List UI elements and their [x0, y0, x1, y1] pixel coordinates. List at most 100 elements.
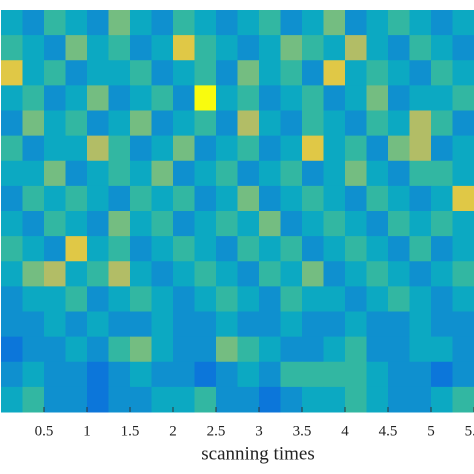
heatmap-cell: [302, 60, 324, 86]
heatmap-cell: [409, 386, 432, 413]
heatmap-cell: [302, 110, 324, 137]
heatmap-cell: [237, 336, 260, 363]
heatmap-cell: [452, 361, 474, 388]
heatmap-cell: [65, 211, 88, 237]
heatmap-cell: [237, 110, 260, 137]
heatmap-cell: [302, 336, 324, 363]
heatmap-cell: [22, 135, 45, 162]
heatmap-cell: [237, 135, 260, 162]
heatmap-cell: [345, 10, 367, 36]
heatmap-cell: [130, 336, 152, 363]
heatmap-cell: [452, 286, 474, 312]
heatmap-cell: [87, 60, 109, 86]
heatmap-cell: [194, 336, 217, 363]
heatmap-cell: [431, 361, 453, 388]
heatmap-cell: [65, 35, 88, 61]
heatmap-cell: [323, 211, 346, 237]
heatmap-cell: [44, 35, 66, 61]
heatmap-cell: [366, 261, 389, 287]
heatmap-cell: [194, 135, 217, 162]
heatmap-cell: [259, 336, 281, 363]
heatmap-cell: [151, 110, 174, 137]
x-tick-label: 5.5: [465, 423, 474, 439]
heatmap-cell: [366, 211, 389, 237]
heatmap-cell: [237, 10, 260, 36]
heatmap-cell: [280, 211, 303, 237]
heatmap-cell: [259, 35, 281, 61]
heatmap-cell: [173, 236, 195, 262]
heatmap-cell: [323, 110, 346, 137]
heatmap-cell: [452, 85, 474, 111]
heatmap-cell: [216, 185, 238, 212]
heatmap-cell: [44, 361, 66, 388]
heatmap-cell: [151, 361, 174, 388]
heatmap-cell: [216, 386, 238, 413]
heatmap-cell: [108, 311, 131, 338]
heatmap-cell: [259, 135, 281, 162]
heatmap-cell: [22, 10, 45, 36]
heatmap-cell: [173, 336, 195, 363]
heatmap-cell: [452, 261, 474, 287]
heatmap-cell: [108, 110, 131, 137]
heatmap-cell: [87, 85, 109, 111]
heatmap-cell: [65, 361, 88, 388]
heatmap-cell: [108, 361, 131, 388]
heatmap-cell: [388, 85, 410, 111]
heatmap-cell: [302, 261, 324, 287]
heatmap-cell: [194, 85, 217, 111]
heatmap-cell: [1, 386, 23, 413]
heatmap-cell: [216, 10, 238, 36]
heatmap-cell: [237, 60, 260, 86]
heatmap-cell: [302, 211, 324, 237]
heatmap-cell: [194, 110, 217, 137]
heatmap-cell: [216, 361, 238, 388]
heatmap-cell: [259, 386, 281, 413]
heatmap-cell: [1, 10, 23, 36]
heatmap-cell: [345, 185, 367, 212]
heatmap-cell: [409, 185, 432, 212]
heatmap-cell: [302, 386, 324, 413]
heatmap-cell: [216, 160, 238, 187]
heatmap-cell: [173, 311, 195, 338]
heatmap-cell: [452, 110, 474, 137]
heatmap-cell: [130, 211, 152, 237]
heatmap-cell: [130, 386, 152, 413]
heatmap-cell: [130, 35, 152, 61]
heatmap-cell: [65, 386, 88, 413]
heatmap-cell: [65, 110, 88, 137]
heatmap-cell: [194, 10, 217, 36]
heatmap-cell: [151, 311, 174, 338]
heatmap-cell: [409, 110, 432, 137]
heatmap-cell: [280, 135, 303, 162]
heatmap-cell: [173, 35, 195, 61]
heatmap-cell: [323, 386, 346, 413]
heatmap-cell: [452, 35, 474, 61]
heatmap-cell: [280, 311, 303, 338]
heatmap-cell: [323, 361, 346, 388]
heatmap-cell: [22, 35, 45, 61]
heatmap-cell: [259, 60, 281, 86]
heatmap-cell: [409, 60, 432, 86]
heatmap-cell: [345, 35, 367, 61]
heatmap-cell: [65, 311, 88, 338]
heatmap-cell: [1, 286, 23, 312]
heatmap-cell: [280, 336, 303, 363]
heatmap-cell: [151, 185, 174, 212]
heatmap-cell: [259, 10, 281, 36]
heatmap-cell: [366, 236, 389, 262]
heatmap-cell: [302, 311, 324, 338]
heatmap-cell: [388, 60, 410, 86]
heatmap-cell: [1, 135, 23, 162]
heatmap-cell: [87, 110, 109, 137]
heatmap-cell: [366, 336, 389, 363]
heatmap-cell: [431, 10, 453, 36]
heatmap-cell: [130, 185, 152, 212]
heatmap-cell: [44, 286, 66, 312]
heatmap-cell: [108, 211, 131, 237]
heatmap-cell: [22, 110, 45, 137]
heatmap-cell: [259, 211, 281, 237]
heatmap-cell: [151, 236, 174, 262]
heatmap-cell: [151, 35, 174, 61]
heatmap-cell: [87, 336, 109, 363]
